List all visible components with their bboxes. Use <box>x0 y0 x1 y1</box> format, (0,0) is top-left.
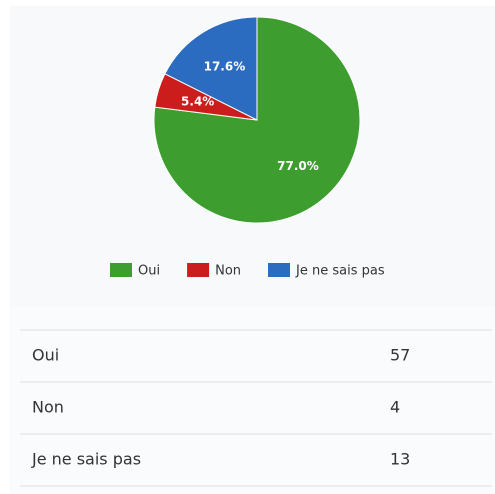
row-label: Je ne sais pas <box>31 450 141 469</box>
legend-label: Oui <box>138 264 160 279</box>
slice-label: 77.0% <box>277 159 319 173</box>
row-count: 4 <box>390 398 400 417</box>
row-count: 13 <box>390 450 410 469</box>
legend-swatch <box>187 263 210 277</box>
pie-slice <box>164 16 258 121</box>
legend-label: Non <box>215 264 241 279</box>
table-panel <box>10 306 495 494</box>
row-label: Oui <box>32 346 59 365</box>
legend-swatch <box>268 263 291 277</box>
slice-label: 5.4% <box>181 94 214 108</box>
row-label: Non <box>32 398 64 417</box>
legend-swatch <box>110 263 132 277</box>
legend-label: Je ne sais pas <box>295 264 385 279</box>
row-count: 57 <box>390 346 410 365</box>
slice-label: 17.6% <box>204 60 246 74</box>
